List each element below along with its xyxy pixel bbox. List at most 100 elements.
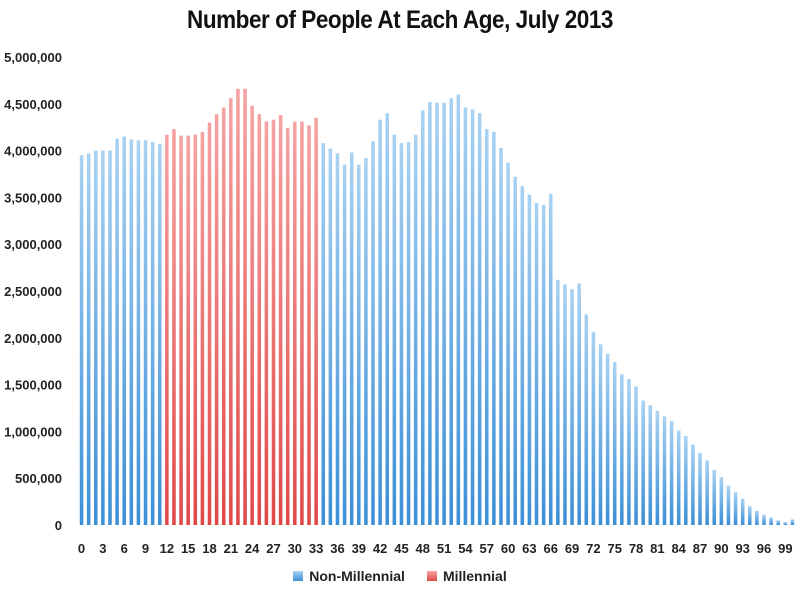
bar-non-millennial xyxy=(691,444,695,525)
legend-label-millennial: Millennial xyxy=(442,568,507,584)
bar-non-millennial xyxy=(378,119,382,526)
bar-non-millennial xyxy=(371,141,375,526)
bar-non-millennial xyxy=(556,279,560,525)
y-tick-label: 500,000 xyxy=(15,471,62,486)
x-tick-label: 63 xyxy=(522,541,536,556)
x-tick-label: 51 xyxy=(437,541,451,556)
x-tick-label: 87 xyxy=(693,541,707,556)
x-tick-label: 90 xyxy=(714,541,728,556)
bar-non-millennial xyxy=(86,153,91,525)
bar-millennial xyxy=(257,114,262,525)
bar-non-millennial xyxy=(740,498,745,525)
bar-non-millennial xyxy=(435,102,439,526)
bar-non-millennial xyxy=(328,148,333,526)
bar-non-millennial xyxy=(584,314,589,525)
x-tick-label: 60 xyxy=(501,541,515,556)
bar-non-millennial xyxy=(477,113,482,525)
y-tick-label: 5,000,000 xyxy=(4,50,62,65)
bar-non-millennial xyxy=(748,506,752,525)
x-tick-label: 36 xyxy=(330,541,344,556)
bar-non-millennial xyxy=(428,101,432,526)
y-tick-label: 2,000,000 xyxy=(4,331,62,346)
bar-millennial xyxy=(271,119,276,526)
bar-non-millennial xyxy=(421,110,425,525)
bar-non-millennial xyxy=(776,520,780,525)
legend-item-millennial: Millennial xyxy=(426,568,507,584)
x-tick-label: 75 xyxy=(607,541,621,556)
bar-millennial xyxy=(307,125,311,525)
bar-non-millennial xyxy=(506,162,510,525)
bar-non-millennial xyxy=(612,362,617,525)
x-tick-label: 93 xyxy=(735,541,749,556)
bar-non-millennial xyxy=(94,150,98,525)
x-tick-label: 15 xyxy=(181,541,195,556)
y-tick-label: 2,500,000 xyxy=(4,284,62,299)
bar-millennial xyxy=(229,98,233,526)
bar-non-millennial xyxy=(399,143,404,526)
bar-non-millennial xyxy=(570,289,574,525)
bar-millennial xyxy=(278,115,283,525)
x-tick-label: 6 xyxy=(121,541,128,556)
bar-non-millennial xyxy=(762,514,766,525)
x-tick-label: 81 xyxy=(650,541,664,556)
bar-millennial xyxy=(193,134,198,525)
bar-non-millennial xyxy=(115,138,119,525)
bar-non-millennial xyxy=(726,485,731,525)
bar-non-millennial xyxy=(641,400,645,525)
bar-non-millennial xyxy=(463,107,468,525)
y-tick-label: 1,000,000 xyxy=(4,424,62,439)
bar-millennial xyxy=(186,135,190,525)
bar-millennial xyxy=(293,121,297,525)
bar-non-millennial xyxy=(335,153,340,525)
bars-group xyxy=(79,88,795,526)
bar-non-millennial xyxy=(385,113,390,525)
bar-non-millennial xyxy=(627,378,631,525)
bar-non-millennial xyxy=(520,186,525,526)
legend-swatch-millennial xyxy=(426,571,437,581)
bar-non-millennial xyxy=(698,452,702,525)
bar-millennial xyxy=(236,88,240,525)
x-tick-label: 72 xyxy=(586,541,600,556)
bar-non-millennial xyxy=(534,203,539,525)
bar-millennial xyxy=(200,131,205,525)
bar-non-millennial xyxy=(563,284,567,525)
bar-millennial xyxy=(221,107,226,525)
x-tick-label: 54 xyxy=(458,541,473,556)
bar-non-millennial xyxy=(591,332,596,525)
bar-non-millennial xyxy=(669,421,674,525)
x-tick-label: 69 xyxy=(565,541,579,556)
bar-non-millennial xyxy=(541,204,546,525)
x-tick-label: 9 xyxy=(142,541,149,556)
bar-non-millennial xyxy=(648,405,653,525)
bar-non-millennial xyxy=(406,142,411,525)
bar-non-millennial xyxy=(392,134,397,525)
bar-non-millennial xyxy=(705,460,709,525)
bar-non-millennial xyxy=(456,94,461,525)
bar-non-millennial xyxy=(122,136,126,525)
bar-millennial xyxy=(300,121,304,525)
bar-non-millennial xyxy=(655,410,660,525)
bar-non-millennial xyxy=(790,519,795,525)
bar-non-millennial xyxy=(712,469,717,525)
bar-non-millennial xyxy=(449,98,453,526)
x-tick-label: 12 xyxy=(160,541,174,556)
y-tick-label: 4,500,000 xyxy=(4,97,62,112)
chart-title: Number of People At Each Age, July 2013 xyxy=(187,6,613,34)
x-tick-label: 42 xyxy=(373,541,387,556)
x-tick-label: 18 xyxy=(202,541,216,556)
x-tick-label: 30 xyxy=(288,541,302,556)
bar-non-millennial xyxy=(527,194,532,525)
bar-non-millennial xyxy=(321,143,326,526)
bar-non-millennial xyxy=(143,140,148,526)
y-tick-label: 0 xyxy=(55,518,62,533)
bar-millennial xyxy=(179,135,183,525)
y-tick-label: 3,000,000 xyxy=(4,237,62,252)
bar-non-millennial xyxy=(513,176,517,525)
x-tick-label: 21 xyxy=(224,541,238,556)
legend-item-non-millennial: Non-Millennial xyxy=(293,568,405,584)
bar-non-millennial xyxy=(470,109,475,526)
legend: Non-Millennial Millennial xyxy=(0,568,800,584)
x-tick-label: 96 xyxy=(757,541,771,556)
bar-non-millennial xyxy=(349,152,354,525)
bar-non-millennial xyxy=(662,416,667,525)
